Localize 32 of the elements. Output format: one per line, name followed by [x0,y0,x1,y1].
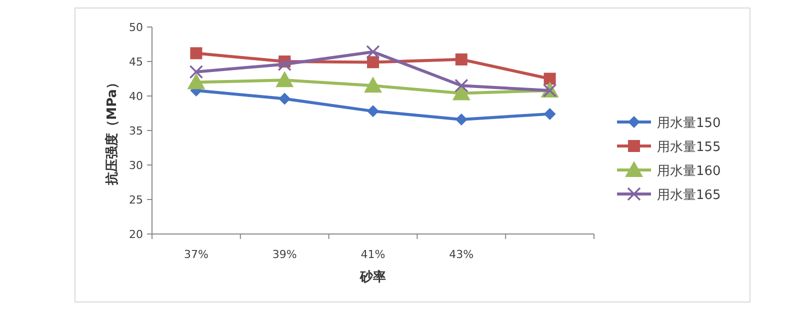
y-tick-label: 45 [129,56,143,68]
point [454,78,468,93]
y-tick-label: 30 [129,159,143,172]
point [367,56,379,68]
point [544,108,556,120]
x-tick-label: 43% [449,248,474,261]
y-axis-title: 抗压强度（MPa） [104,76,120,186]
x-tick-label: 37% [184,248,208,261]
point [276,71,294,88]
y-tick-label: 25 [129,194,143,206]
y-tick-label: 40 [129,90,143,103]
legend-label: 用水量150 [657,116,721,131]
point [364,76,382,93]
x-tick-label: 41% [360,248,386,261]
y-tick-label: 50 [129,21,143,34]
point [366,44,380,59]
legend-label: 用水量165 [657,188,721,203]
point [187,73,206,90]
point [455,113,468,126]
point [190,47,202,60]
legend-label: 用水量160 [657,164,721,179]
point [367,105,379,118]
point [189,64,204,79]
legend-label: 用水量155 [657,140,721,155]
point [278,92,291,105]
y-tick-label: 35 [129,124,143,138]
point [278,57,292,72]
x-axis-title: 砂率 [359,269,386,285]
point [455,53,468,66]
point [544,72,556,85]
y-tick-label: 20 [129,228,143,241]
x-tick-label: 39% [272,248,297,261]
